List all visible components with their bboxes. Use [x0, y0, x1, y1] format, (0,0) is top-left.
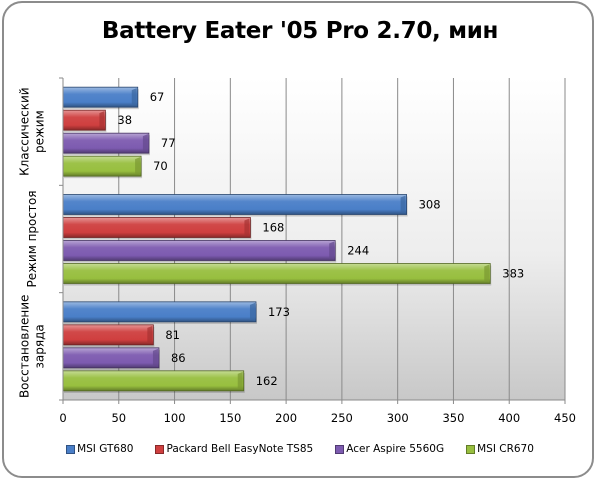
x-tick-label: 350	[442, 411, 464, 425]
x-tick-label: 400	[498, 411, 520, 425]
x-tick-label: 0	[59, 411, 66, 425]
category-label: Режим простоя	[25, 190, 39, 287]
legend-item: Acer Aspire 5560G	[335, 443, 444, 455]
data-label: 173	[268, 305, 290, 319]
bar-bevel	[249, 302, 255, 321]
bar	[62, 347, 160, 369]
axes	[59, 77, 566, 404]
legend-label: MSI GT680	[77, 443, 134, 455]
bar-bevel	[329, 241, 335, 260]
x-tick-label: 100	[164, 411, 186, 425]
gridlines	[118, 78, 566, 400]
legend-swatch	[155, 444, 165, 454]
data-label: 67	[150, 90, 165, 104]
bar-bevel	[99, 111, 105, 130]
data-label: 168	[262, 221, 284, 235]
category-label: режим	[33, 110, 47, 153]
bar	[62, 301, 257, 323]
bar	[62, 324, 154, 346]
legend-swatch	[466, 444, 476, 454]
legend-item: MSI CR670	[466, 443, 534, 455]
bar	[62, 240, 336, 261]
bar-bevel	[147, 325, 153, 344]
x-tick-label: 150	[219, 411, 241, 425]
legend-item: MSI GT680	[66, 443, 133, 455]
bar-bevel	[400, 195, 406, 214]
data-label: 70	[153, 159, 168, 173]
bar	[62, 194, 407, 215]
x-tick-label: 50	[111, 411, 126, 425]
plot-area	[63, 78, 565, 400]
labels: 0 50 100 150 200 250 300 350 400 450 67 38 77 70 Класс…	[18, 87, 576, 425]
bar	[62, 370, 245, 392]
bar-bevel	[131, 88, 137, 107]
data-label: 77	[161, 136, 176, 150]
legend-label: MSI CR670	[477, 443, 534, 455]
data-label: 244	[347, 244, 369, 258]
category-label: Классический	[18, 87, 32, 175]
category-label: Восстановление	[18, 295, 32, 398]
data-label: 81	[165, 328, 180, 342]
data-label: 383	[502, 267, 524, 281]
bar	[62, 86, 139, 108]
bar	[62, 263, 491, 284]
legend: MSI GT680 Packard Bell EasyNote TS85 Acer …	[0, 443, 600, 455]
legend-label: Packard Bell EasyNote TS85	[166, 443, 314, 455]
bar	[62, 155, 142, 177]
legend-label: Acer Aspire 5560G	[346, 443, 445, 455]
bar-bevel	[135, 157, 141, 176]
data-label: 162	[256, 374, 278, 388]
legend-item: Packard Bell EasyNote TS85	[155, 443, 313, 455]
bar-bevel	[237, 371, 243, 390]
x-tick-label: 450	[554, 411, 576, 425]
legend-swatch	[66, 444, 76, 454]
bar	[62, 132, 150, 154]
x-tick-label: 300	[387, 411, 409, 425]
data-label: 38	[117, 113, 132, 127]
category-label: заряда	[33, 324, 47, 368]
bar	[62, 217, 251, 238]
x-tick-label: 200	[275, 411, 297, 425]
bar-bevel	[244, 218, 250, 237]
chart-title: Battery Eater '05 Pro 2.70, мин	[101, 18, 499, 44]
bar	[62, 109, 106, 131]
bar-bevel	[142, 134, 148, 153]
data-label: 308	[419, 198, 441, 212]
x-tick-label: 250	[331, 411, 353, 425]
bar-bevel	[152, 348, 158, 367]
bar-bevel	[484, 264, 490, 283]
legend-swatch	[335, 444, 345, 454]
data-label: 86	[171, 351, 186, 365]
